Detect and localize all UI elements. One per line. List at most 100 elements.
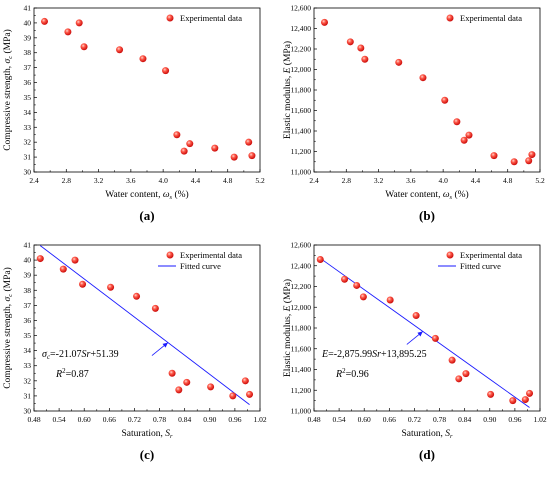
y-axis-title-unit: (MPa) (282, 41, 293, 68)
data-point (487, 390, 495, 398)
x-tick-label: 1.02 (533, 415, 546, 424)
data-point (230, 153, 238, 161)
y-tick-label: 34 (24, 346, 32, 355)
y-tick-label: 36 (24, 316, 32, 325)
y-tick-label: 12,200 (290, 45, 311, 54)
panel-label: (d) (419, 447, 435, 462)
chart-panel-c: 0.48 0.54 0.60 0.66 0.72 0.78 0.84 0.90 0.96 1.02… (2, 241, 267, 463)
x-axis-title-symbol: ω (443, 190, 450, 200)
fit-equation: E=-2,875.99Sr+13,895.25 (321, 349, 427, 360)
y-tick-label: 11,600 (291, 344, 312, 353)
data-point (59, 265, 67, 273)
x-axis-title-unit: (%) (452, 189, 469, 200)
x-axis-title-text: Saturation, (401, 429, 445, 439)
data-point (431, 334, 439, 342)
legend-marker-experimental (166, 14, 174, 22)
y-tick-label: 11,600 (291, 106, 312, 115)
y-axis-title-symbol: E (283, 305, 293, 312)
legend-label-experimental: Experimental data (180, 250, 242, 260)
x-axis-title-unit: (%) (172, 189, 189, 200)
y-axis-title: Compressive strength, σc (MPa) (2, 267, 14, 389)
data-point (460, 136, 468, 144)
y-axis-title-subscript: c (7, 294, 14, 297)
data-point (40, 17, 48, 25)
y-axis-title: Compressive strength, σc (MPa) (2, 29, 14, 151)
y-tick-label: 11,200 (291, 147, 312, 156)
data-point (183, 378, 191, 386)
y-tick-label: 35 (24, 331, 32, 340)
fit-equation-variable: S (82, 349, 87, 360)
y-axis-title-symbol: σ (3, 58, 13, 63)
x-tick-label: 0.54 (333, 415, 346, 424)
y-tick-label: 33 (24, 123, 32, 132)
legend-label-experimental: Experimental data (460, 250, 522, 260)
y-tick-label: 12,000 (290, 65, 311, 74)
data-point (453, 118, 461, 126)
y-tick-label: 33 (24, 361, 32, 370)
x-tick-label: 0.54 (53, 415, 66, 424)
data-point (248, 152, 256, 160)
y-tick-label: 12,400 (290, 261, 311, 270)
y-tick-label: 39 (24, 271, 32, 280)
chart-panel-b: 2.4 2.8 3.2 3.6 4.0 4.4 4.8 5.2 11,000 11,200 11,4… (282, 4, 545, 224)
data-point (521, 396, 529, 404)
r-squared-value: =0.87 (66, 369, 89, 380)
fit-equation-lhs: σ (42, 349, 48, 360)
x-tick-label: 3.2 (374, 176, 384, 185)
y-tick-label: 32 (24, 138, 32, 147)
y-axis-title-text: Elastic modulus, (283, 73, 293, 139)
y-tick-label: 38 (24, 48, 32, 57)
y-tick-label: 40 (24, 256, 32, 265)
legend-marker-experimental (446, 251, 454, 259)
y-axis-title-symbol: E (283, 67, 293, 74)
y-tick-label: 11,200 (291, 386, 312, 395)
data-point (361, 55, 369, 63)
x-tick-label: 4.8 (223, 176, 233, 185)
data-point (490, 152, 498, 160)
fitted-curve-line (320, 257, 530, 408)
x-tick-label: 4.4 (471, 176, 481, 185)
x-axis-title-subscript: s (450, 194, 453, 201)
fitted-curve-line (40, 245, 250, 405)
y-tick-label: 11,000 (291, 407, 312, 416)
fit-r-squared: R2=0.87 (55, 367, 89, 380)
y-tick-label: 31 (24, 153, 32, 162)
y-tick-label: 38 (24, 286, 32, 295)
data-point (75, 19, 83, 27)
y-axis-title-subscript: c (7, 56, 14, 59)
fit-equation-coefficient: =-21.07 (50, 349, 81, 360)
plot-frame (313, 7, 541, 173)
y-tick-label: 12,200 (290, 282, 311, 291)
data-point (441, 96, 449, 104)
plot-frame (313, 244, 541, 412)
x-axis-title-text: Saturation, (121, 429, 165, 439)
legend-marker-experimental (166, 251, 174, 259)
data-point (419, 74, 427, 82)
y-tick-label: 12,000 (290, 303, 311, 312)
x-tick-label: 3.6 (406, 176, 416, 185)
x-axis-title-symbol: S (165, 429, 170, 439)
x-axis-title-text: Water content, (385, 190, 443, 200)
fit-r-squared: R2=0.96 (335, 367, 369, 380)
y-tick-label: 41 (24, 4, 32, 13)
y-axis-title: Elastic modulus, E (MPa) (282, 279, 293, 377)
x-tick-label: 0.90 (483, 415, 496, 424)
y-tick-label: 30 (24, 168, 32, 177)
panel-label: (c) (140, 447, 154, 462)
y-axis-title-text: Compressive strength, (3, 63, 13, 150)
x-tick-label: 0.48 (27, 415, 40, 424)
data-point (357, 44, 365, 52)
x-axis-title: Water content, ωs (%) (105, 189, 188, 201)
data-point (173, 131, 181, 139)
data-point (525, 157, 533, 165)
fit-equation-variable-subscript: r (87, 349, 91, 360)
y-tick-label: 41 (24, 241, 32, 250)
y-axis-title-unit: (MPa) (2, 29, 13, 56)
x-tick-label: 4.4 (191, 176, 201, 185)
y-axis-title-symbol: σ (3, 296, 13, 301)
x-tick-label: 5.2 (255, 176, 265, 185)
x-tick-label: 0.84 (458, 415, 471, 424)
data-point (465, 131, 473, 139)
x-tick-label: 4.0 (158, 176, 168, 185)
